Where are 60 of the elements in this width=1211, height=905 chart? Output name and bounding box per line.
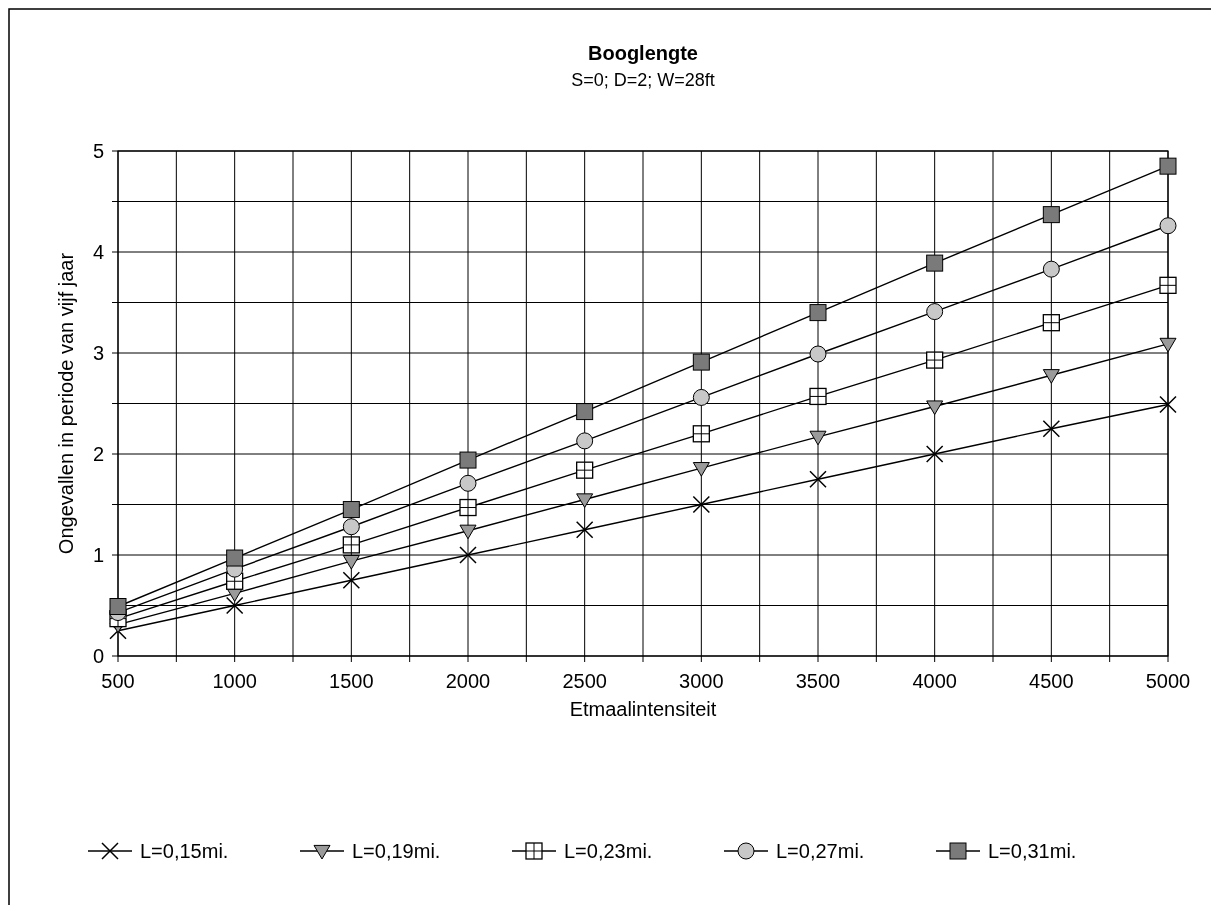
x-tick-label: 2000 [445,670,491,692]
point [692,388,710,406]
point [809,304,827,322]
point [576,403,594,421]
point [809,470,827,488]
y-tick-label: 4 [92,241,104,263]
point [926,254,944,272]
chart-subtitle: S=0; D=2; W=28ft [571,70,715,90]
x-tick-label: 2500 [562,670,607,692]
legend-label: L=0,27mi. [776,840,865,862]
point [225,596,244,615]
x-tick-label: 4000 [912,670,957,692]
y-tick-label: 5 [92,140,104,162]
point [459,451,477,469]
legend-label: L=0,15mi. [140,840,229,862]
x-tick-label: 4500 [1029,670,1074,692]
legend-label: L=0,31mi. [988,840,1077,862]
y-tick-label: 3 [92,342,104,364]
point [342,501,360,519]
y-axis-title: Ongevallen in periode van vijf jaar [55,252,77,555]
x-tick-label: 3000 [679,670,724,692]
point [226,549,244,567]
point [809,345,827,363]
x-tick-label: 5000 [1145,670,1191,692]
legend-label: L=0,23mi. [564,840,653,862]
point [1159,217,1177,235]
point [1159,157,1177,175]
point [1042,420,1061,438]
chart-title: Booglengte [588,42,698,64]
point [692,462,710,477]
point [692,495,711,514]
x-axis-title: Etmaalintensiteit [569,698,717,720]
y-tick-label: 0 [92,645,104,667]
point [575,521,594,539]
point [576,493,594,508]
x-tick-label: 500 [101,670,135,692]
point [1159,337,1177,353]
point [576,432,594,450]
point [342,571,361,589]
point [1042,369,1060,384]
point [1042,206,1060,224]
point [925,445,944,463]
y-tick-label: 1 [92,544,104,566]
point [459,474,477,492]
legend-label: L=0,19mi. [352,840,441,862]
point [1042,260,1060,278]
point [342,518,360,536]
y-tick-label: 2 [92,443,104,465]
point [459,546,477,564]
x-tick-label: 3500 [795,670,841,692]
point [109,598,127,616]
point [926,303,944,321]
point [1159,395,1177,414]
point [342,554,360,570]
point [926,400,944,416]
x-tick-label: 1000 [212,670,257,692]
point [459,524,477,540]
point [692,353,710,371]
x-tick-label: 1500 [329,670,374,692]
point [809,430,827,446]
